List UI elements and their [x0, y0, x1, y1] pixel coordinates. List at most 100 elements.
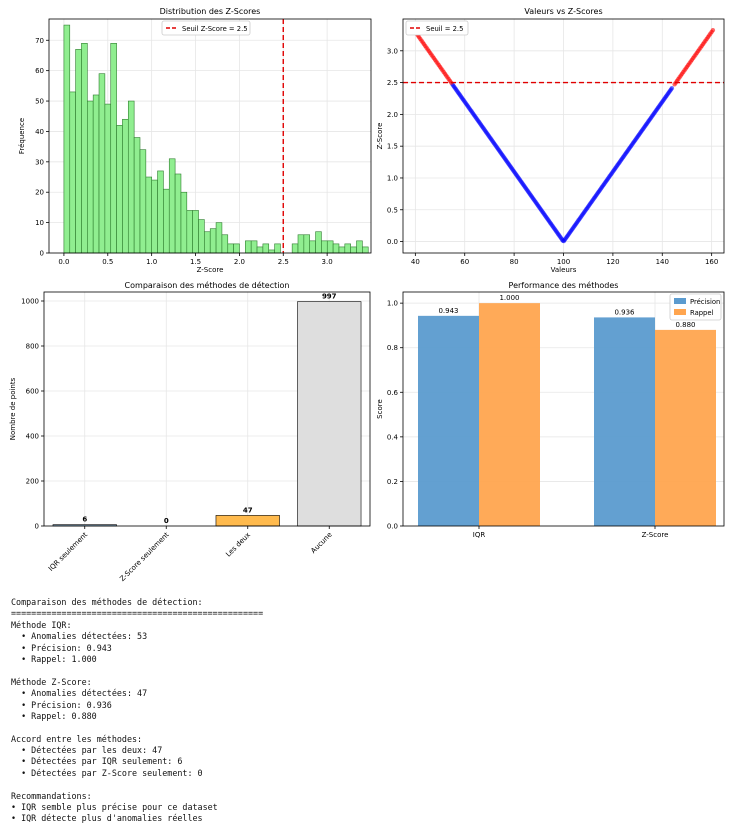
histogram-bar [268, 249, 275, 254]
bar-3 [215, 515, 280, 527]
bar-value-label: 997 [322, 293, 337, 301]
legend-label: Précision [690, 298, 720, 306]
bar-value-label: 0.943 [438, 307, 458, 315]
histogram-bar [215, 222, 223, 254]
histogram-bar [110, 43, 117, 254]
histogram-bar [262, 243, 270, 254]
x-tick-label: 140 [656, 258, 669, 266]
x-tick-label: 1.5 [190, 258, 201, 266]
y-axis-label: Score [376, 399, 384, 419]
bar-value-label: 47 [243, 506, 253, 514]
histogram-bar [81, 43, 88, 254]
histogram-bar [87, 100, 94, 254]
x-axis-label: Valeurs [551, 266, 577, 274]
console-line: • Détectées par les deux: 47 [11, 745, 163, 756]
legend-swatch [674, 298, 686, 304]
histogram-bar [309, 240, 316, 254]
y-tick-label: 0.4 [387, 433, 399, 441]
bar-value-label: 0.936 [614, 308, 635, 316]
console-line: Comparaison des méthodes de détection: [11, 597, 203, 607]
plot-area [402, 291, 725, 527]
y-tick-label: 1.0 [387, 300, 398, 308]
histogram-bar [245, 240, 252, 254]
bar-value-label: 0.880 [675, 321, 695, 329]
legend-box [161, 20, 251, 36]
console-line: ========================================… [11, 608, 264, 619]
console-line [11, 722, 263, 733]
histogram-bar [168, 158, 176, 254]
histogram-bar [221, 234, 229, 254]
bar-recall [479, 303, 540, 526]
y-tick-label: 70 [35, 37, 44, 45]
histogram-bar [63, 24, 71, 254]
chart-title: Distribution des Z-Scores [160, 7, 261, 16]
histogram-bar [174, 173, 182, 254]
bar-value-label: 6 [82, 516, 87, 524]
histogram-bar [204, 231, 211, 254]
outlier-point [710, 27, 716, 33]
console-line: • Détectées par Z-Score seulement: 0 [11, 767, 203, 778]
y-tick-label: 20 [35, 189, 44, 197]
y-tick-label: 0 [40, 250, 44, 258]
y-tick-label: 1000 [21, 298, 39, 306]
y-tick-label: 10 [35, 219, 44, 227]
y-tick-label: 0 [35, 523, 39, 531]
y-tick-label: 1.0 [387, 174, 398, 182]
console-line: • Précision: 0.943 [11, 642, 112, 653]
console-line: • Détectées par IQR seulement: 6 [11, 756, 183, 767]
x-tick-label: 40 [411, 258, 420, 266]
histogram-bar [92, 94, 100, 254]
histogram-bar [356, 240, 363, 254]
y-tick-label: 600 [26, 388, 39, 396]
x-tick-label: 1.0 [146, 258, 157, 266]
histogram-bar [75, 49, 82, 254]
chart-title: Comparaison des méthodes de détection [125, 280, 290, 290]
histogram-bar [332, 243, 340, 254]
histogram-bar [297, 234, 305, 254]
y-axis-label: Z-Score [376, 123, 384, 150]
bar-recall [655, 329, 716, 526]
histogram-bar [122, 118, 129, 254]
histogram-bar [157, 170, 164, 254]
histogram-bar [69, 91, 76, 254]
y-tick-label: 0.0 [387, 238, 398, 246]
console-line [11, 779, 263, 790]
y-axis-label: Nombre de points [9, 377, 17, 440]
histogram-bar [186, 210, 193, 254]
x-tick-label: IQR seulement [47, 531, 89, 573]
histogram-bar [227, 243, 234, 254]
chart-panel-3: 6 IQR seulement 0 Z-Score seulement 47 Les de… [9, 280, 371, 583]
console-line: • Rappel: 0.880 [11, 710, 97, 721]
legend-label: Rappel [690, 309, 714, 317]
y-tick-label: 800 [26, 343, 39, 351]
console-line [11, 665, 263, 676]
histogram-bar [198, 219, 205, 254]
histogram-bar [326, 240, 334, 254]
y-tick-label: 2.5 [387, 79, 398, 87]
x-tick-label: Z-Score [642, 531, 669, 539]
legend-swatch [674, 309, 686, 315]
x-tick-label: 80 [510, 258, 519, 266]
x-tick-label: 2.5 [278, 258, 289, 266]
plot-area [48, 18, 372, 254]
x-tick-label: 0.5 [102, 258, 113, 266]
chart-panel-2: 40 60 80 100 120 140 160 0.0 0.5 1.0 1.5 2.0 2.5 3.0 V… [376, 7, 725, 274]
legend-box [405, 20, 469, 36]
histogram-bar [233, 243, 240, 254]
bar-value-label: 1.000 [499, 294, 519, 302]
scatter-point [669, 85, 675, 91]
chart-title: Performance des méthodes [509, 280, 619, 290]
x-tick-label: 3.0 [322, 258, 333, 266]
histogram-bar [291, 243, 299, 254]
y-tick-label: 0.8 [387, 344, 398, 352]
histogram-bar [350, 246, 357, 254]
x-tick-label: Aucune [309, 531, 333, 555]
x-tick-label: 100 [557, 258, 570, 266]
console-line: • Rappel: 1.000 [11, 653, 97, 664]
histogram-bar [321, 240, 328, 254]
y-tick-label: 40 [35, 128, 44, 136]
plot-area [43, 291, 371, 527]
console-line: • Précision: 0.936 [11, 699, 112, 710]
y-tick-label: 0.2 [387, 478, 398, 486]
histogram-bar [256, 246, 264, 254]
